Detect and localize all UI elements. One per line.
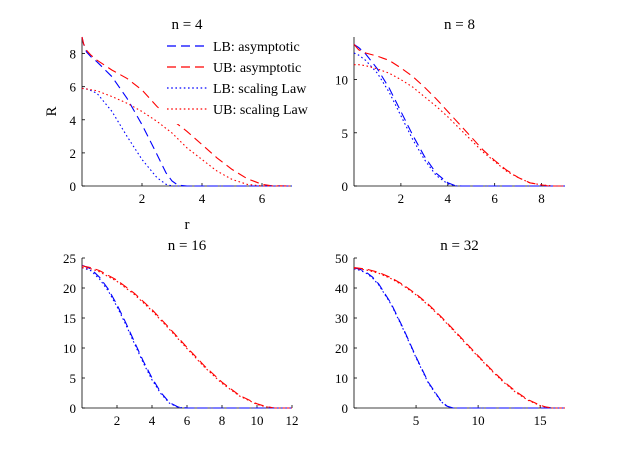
subplot-4: 5 10 15 0 10 20 30 40 50 n = 32 (335, 238, 565, 428)
y-tick-label: 50 (335, 251, 348, 266)
series-line-ub-scaling-law (353, 267, 565, 409)
x-tick-label: 8 (538, 191, 545, 206)
y-tick-label: 0 (342, 401, 349, 416)
x-tick-label: 2 (114, 413, 121, 428)
subplot-title: n = 4 (172, 17, 203, 33)
subplot-2: 2 4 6 8 0 5 10 n = 8 (335, 17, 565, 206)
legend-label: UB: scaling Law (213, 103, 309, 118)
y-tick-label: 20 (63, 281, 76, 296)
x-tick-label: 2 (398, 191, 405, 206)
subplot-title: n = 8 (444, 17, 475, 33)
x-tick-label: 6 (491, 191, 498, 206)
series-line-lb-asymptotic (81, 264, 292, 409)
y-tick-label: 10 (63, 341, 76, 356)
series-line-lb-asymptotic (353, 267, 565, 409)
subplot-title: n = 16 (168, 238, 207, 254)
legend-label: UB: asymptotic (213, 61, 301, 76)
series-line-ub-asymptotic (353, 44, 565, 187)
legend: LB: asymptotic UB: asymptotic LB: scaling … (161, 34, 333, 124)
y-tick-label: 15 (63, 311, 76, 326)
y-axis-label: R (44, 106, 60, 116)
y-tick-label: 25 (63, 251, 76, 266)
y-tick-label: 0 (342, 179, 349, 194)
y-tick-label: 0 (70, 179, 77, 194)
series-line-ub-scaling-law (81, 87, 292, 187)
series-line-lb-scaling-law (353, 52, 565, 187)
legend-box (161, 34, 333, 124)
y-tick-label: 30 (335, 311, 348, 326)
y-tick-label: 4 (70, 113, 77, 128)
x-tick-label: 5 (413, 413, 420, 428)
y-tick-label: 20 (335, 341, 348, 356)
y-tick-label: 2 (70, 146, 77, 161)
subplot-title: n = 32 (440, 238, 478, 254)
series-line-lb-asymptotic (81, 36, 292, 187)
series-line-lb-scaling-law (353, 268, 565, 409)
x-tick-label: 4 (199, 191, 206, 206)
series-line-ub-scaling-law (354, 64, 565, 187)
x-tick-label: 15 (534, 413, 547, 428)
x-tick-label: 8 (219, 413, 226, 428)
x-tick-label: 6 (259, 191, 266, 206)
y-tick-label: 8 (70, 47, 77, 62)
x-tick-label: 6 (184, 413, 191, 428)
y-tick-label: 5 (70, 371, 77, 386)
x-axis-label: r (185, 217, 190, 233)
series-line-ub-asymptotic (81, 265, 292, 409)
x-tick-label: 10 (472, 413, 485, 428)
subplot-3: 2 4 6 8 10 12 0 5 10 15 20 25 n = 16 (63, 238, 299, 428)
legend-label: LB: scaling Law (213, 82, 307, 97)
series-line-lb-asymptotic (353, 43, 565, 187)
x-tick-label: 4 (149, 413, 156, 428)
x-tick-label: 12 (286, 413, 299, 428)
series-line-ub-scaling-law (81, 267, 292, 409)
series-line-lb-scaling-law (81, 267, 292, 409)
y-tick-label: 10 (335, 371, 348, 386)
y-tick-label: 0 (70, 401, 77, 416)
x-tick-label: 10 (251, 413, 264, 428)
legend-label: LB: asymptotic (213, 40, 300, 55)
y-tick-label: 40 (335, 281, 348, 296)
x-tick-label: 4 (445, 191, 452, 206)
y-tick-label: 10 (335, 73, 348, 88)
series-line-ub-asymptotic (353, 267, 565, 409)
x-tick-label: 2 (139, 191, 146, 206)
y-tick-label: 5 (342, 126, 349, 141)
y-tick-label: 6 (70, 80, 77, 95)
